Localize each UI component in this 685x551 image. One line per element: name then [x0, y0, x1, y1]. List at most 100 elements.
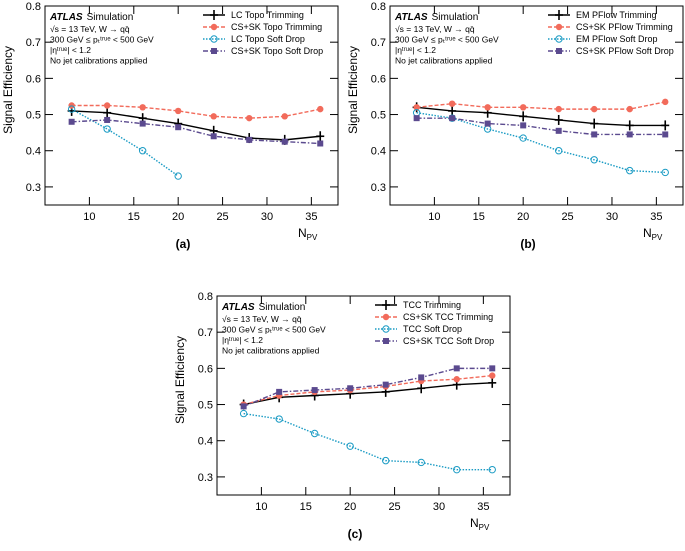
- marker: [381, 456, 390, 465]
- brand-note: Simulation: [259, 302, 306, 313]
- marker: [591, 131, 598, 138]
- marker: [346, 442, 354, 450]
- marker: [382, 381, 389, 388]
- marker: [275, 415, 283, 423]
- x-tick-label: 25: [561, 211, 573, 223]
- y-tick-label: 0.4: [371, 146, 386, 158]
- marker: [591, 105, 598, 113]
- legend-label: TCC Trimming: [403, 300, 461, 310]
- series-line: [243, 412, 493, 471]
- marker: [556, 48, 562, 54]
- marker: [555, 23, 563, 31]
- marker: [210, 23, 218, 31]
- marker: [210, 35, 218, 43]
- marker: [382, 300, 390, 310]
- marker: [625, 120, 634, 131]
- marker: [554, 114, 563, 125]
- panel: 0.3 0.4 0.5 0.6 0.7 0.8 10 15 20 25 30 35 Signal Eff…: [346, 1, 684, 251]
- legend-label: EM PFlow Soft Drop: [576, 34, 658, 44]
- marker: [555, 35, 563, 43]
- x-tick-label: 30: [433, 501, 445, 513]
- marker: [317, 105, 324, 113]
- marker: [68, 118, 75, 125]
- annotation: √s = 13 TeV, W → qq̄: [50, 24, 130, 34]
- marker: [240, 403, 247, 410]
- marker: [448, 100, 456, 107]
- annotation: √s = 13 TeV, W → qq̄: [395, 24, 475, 34]
- brand-name: ATLAS: [221, 302, 255, 313]
- x-axis-label: NPV: [470, 516, 490, 532]
- marker: [448, 105, 457, 116]
- y-tick-label: 0.7: [371, 37, 386, 49]
- marker: [174, 107, 182, 115]
- marker: [626, 131, 633, 138]
- y-tick-label: 0.4: [198, 436, 213, 448]
- marker: [489, 372, 496, 379]
- y-tick-label: 0.5: [371, 110, 386, 122]
- marker: [103, 102, 111, 109]
- annotation: |ηᵗʳᵘᵉ| < 1.2: [222, 335, 263, 345]
- legend-entry: CS+SK PFlow Soft Drop: [548, 46, 674, 56]
- legend-entry: CS+SK TCC Soft Drop: [375, 336, 494, 346]
- brand: ATLAS Simulation: [221, 302, 305, 313]
- marker: [453, 465, 461, 474]
- marker: [310, 429, 319, 438]
- annotation: No jet calibrations applied: [222, 346, 320, 356]
- x-tick-label: 25: [388, 501, 400, 513]
- brand-note: Simulation: [432, 12, 479, 23]
- annotation: |ηᵗʳᵘᵉ| < 1.2: [395, 45, 436, 55]
- series-line: [243, 382, 493, 406]
- panel-label: (a): [176, 237, 191, 251]
- brand-note: Simulation: [87, 12, 134, 23]
- marker: [413, 115, 420, 122]
- marker: [246, 114, 253, 122]
- legend-label: CS+SK Topo Trimming: [231, 22, 322, 32]
- legend-entry: LC Topo Trimming: [203, 10, 304, 20]
- y-tick-label: 0.6: [371, 73, 386, 85]
- series-line: [71, 110, 321, 141]
- x-tick-label: 15: [128, 211, 140, 223]
- x-label-sub: PV: [652, 233, 663, 242]
- marker: [489, 365, 496, 372]
- legend-label: CS+SK PFlow Trimming: [576, 22, 673, 32]
- marker: [418, 374, 425, 381]
- marker: [626, 105, 633, 113]
- annotation: 300 GeV ≤ pₜᵗʳᵘᵉ < 500 GeV: [395, 35, 499, 45]
- y-tick-label: 0.6: [198, 363, 213, 375]
- y-tick-label: 0.8: [26, 1, 41, 13]
- x-label-main: N: [470, 516, 479, 530]
- x-tick-label: 35: [477, 501, 489, 513]
- legend-entry: EM PFlow Trimming: [548, 10, 657, 20]
- marker: [104, 116, 111, 123]
- series-line: [71, 104, 321, 119]
- marker: [554, 147, 563, 155]
- x-tick-label: 20: [172, 211, 184, 223]
- marker: [103, 125, 111, 133]
- annotation: |ηᵗʳᵘᵉ| < 1.2: [50, 45, 91, 55]
- plot-frame: [44, 5, 339, 206]
- marker: [661, 120, 670, 131]
- y-tick-label: 0.7: [26, 37, 41, 49]
- marker: [519, 104, 527, 111]
- y-tick-label: 0.3: [26, 182, 41, 194]
- legend-label: TCC Soft Drop: [403, 324, 462, 334]
- legend-label: CS+SK TCC Trimming: [403, 312, 493, 322]
- x-tick-label: 30: [606, 211, 618, 223]
- x-tick-label: 30: [261, 211, 273, 223]
- legend-label: CS+SK PFlow Soft Drop: [576, 46, 674, 56]
- annotation: No jet calibrations applied: [50, 56, 148, 66]
- x-tick-label: 25: [216, 211, 228, 223]
- legend-entry: EM PFlow Soft Drop: [548, 34, 658, 44]
- marker: [590, 156, 598, 164]
- series-line: [243, 374, 493, 406]
- marker: [484, 120, 491, 127]
- y-tick-label: 0.8: [371, 1, 386, 13]
- x-tick-label: 10: [83, 211, 95, 223]
- marker: [210, 133, 217, 140]
- panel: 0.3 0.4 0.5 0.6 0.7 0.8 10 15 20 25 30 35 Signal Eff…: [173, 291, 511, 541]
- plot-area: [67, 102, 325, 180]
- plot-frame: [389, 5, 684, 206]
- marker: [382, 325, 390, 333]
- marker: [239, 409, 248, 418]
